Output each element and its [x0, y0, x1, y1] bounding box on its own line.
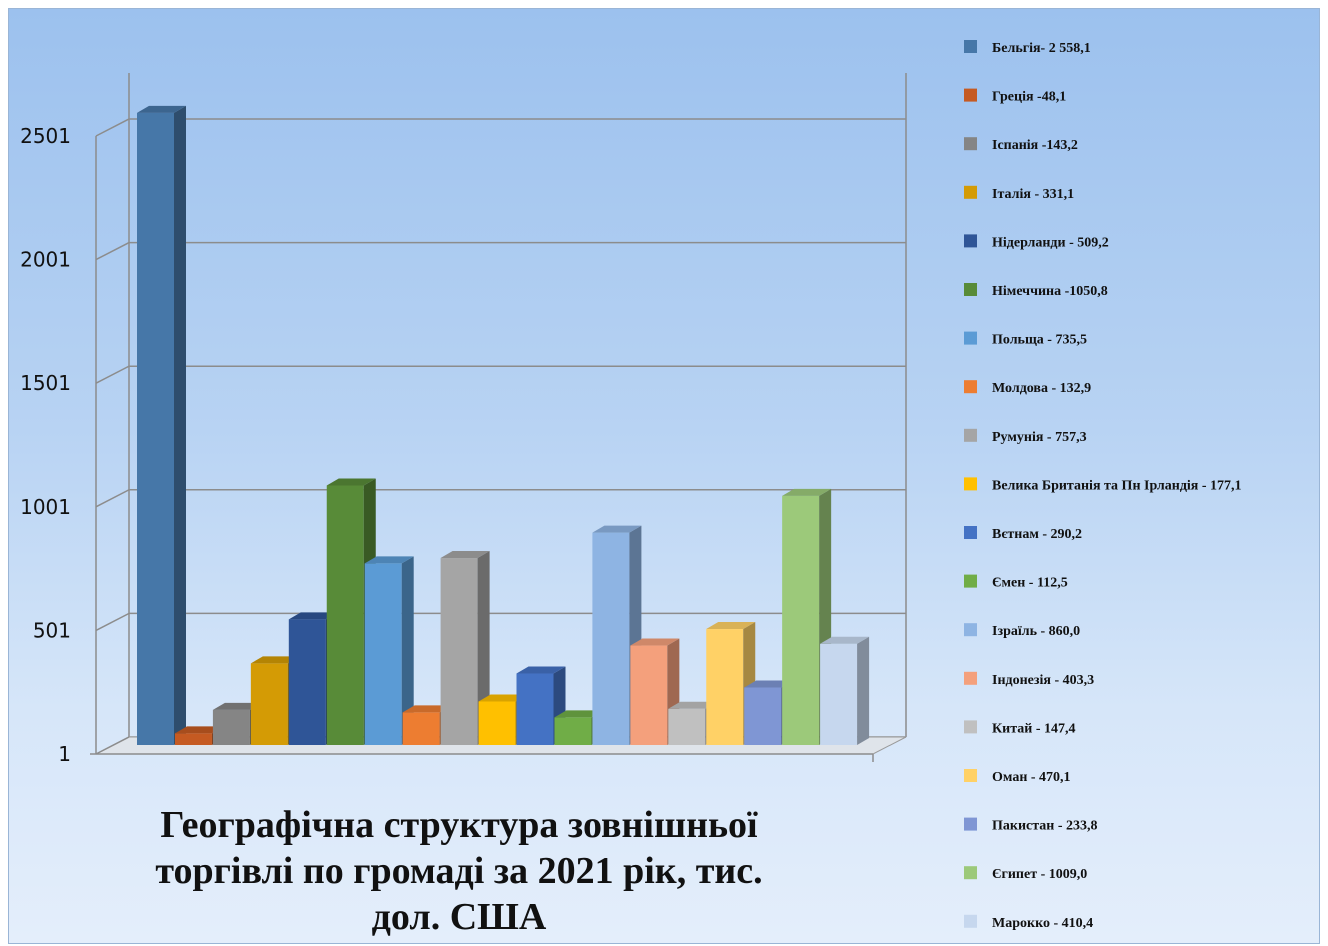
- y-axis-tick: [95, 736, 130, 755]
- legend-swatch: [964, 428, 977, 442]
- legend-label: Пакистан - 233,8: [992, 819, 1098, 834]
- bar: [137, 112, 174, 745]
- legend-label: Німеччина -1050,8: [992, 284, 1108, 299]
- y-tick-label: 1501: [20, 371, 71, 395]
- chart-title: Географічна структура зовнішньої торгівл…: [155, 804, 763, 938]
- bar-side: [477, 551, 490, 745]
- legend-label: Вєтнам - 290,2: [992, 527, 1082, 542]
- y-tick-label: 1001: [20, 495, 71, 519]
- legend-label: Велика Британія та Пн Ірландія - 177,1: [992, 478, 1242, 493]
- bar-side: [174, 105, 186, 745]
- legend-swatch: [964, 137, 977, 151]
- legend-label: Молдова - 132,9: [992, 381, 1091, 396]
- y-axis-tick: [95, 118, 130, 137]
- y-axis-tick: [95, 489, 130, 508]
- legend-label: Бельгія- 2 558,1: [992, 41, 1091, 56]
- bar-top: [364, 556, 414, 564]
- legend-label: Єгипет - 1009,0: [992, 867, 1087, 882]
- y-tick-label: 2001: [20, 248, 71, 272]
- legend-label: Румунія - 757,3: [992, 430, 1087, 445]
- legend-swatch: [964, 234, 977, 248]
- legend-swatch: [964, 866, 977, 880]
- bar-top: [630, 638, 680, 646]
- bar: [516, 673, 554, 745]
- bar: [706, 629, 744, 745]
- bar: [440, 558, 478, 745]
- legend-swatch: [964, 185, 977, 199]
- legend-label: Польща - 735,5: [992, 333, 1087, 348]
- bar: [250, 663, 288, 745]
- bar: [782, 495, 820, 745]
- bar-top: [440, 551, 490, 559]
- y-tick-label: 501: [33, 618, 71, 642]
- legend-label: Італія - 331,1: [992, 187, 1074, 202]
- bar-top: [668, 701, 718, 709]
- legend-swatch: [964, 671, 977, 685]
- bar-top: [820, 636, 870, 644]
- legend-label: Китай - 147,4: [992, 721, 1076, 736]
- legend-label: Індонезія - 403,3: [992, 673, 1094, 688]
- bar-top: [402, 705, 452, 713]
- bar-top: [706, 622, 756, 630]
- legend-swatch: [964, 40, 977, 53]
- bar-top: [782, 488, 832, 496]
- legend-swatch: [964, 574, 977, 588]
- legend-swatch: [964, 914, 977, 928]
- bar: [592, 532, 630, 745]
- bar: [820, 643, 858, 745]
- bar: [630, 645, 668, 745]
- legend-label: Іспанія -143,2: [992, 138, 1078, 153]
- bar-side: [401, 556, 414, 745]
- bar-top: [212, 702, 262, 710]
- legend-label: Греція -48,1: [992, 90, 1066, 105]
- chart-frame: 1 501 1001 1501 2001 2501 Бельгія- 2 558,1 Грец…: [8, 8, 1320, 944]
- y-tick-label: 1: [58, 742, 71, 766]
- legend-label: Оман - 470,1: [992, 770, 1071, 785]
- legend-swatch: [964, 477, 977, 491]
- legend-swatch: [964, 817, 977, 831]
- bar: [554, 717, 592, 745]
- legend-swatch: [964, 769, 977, 782]
- legend-swatch: [964, 88, 977, 102]
- y-tick-label: 2501: [20, 124, 71, 148]
- bar: [174, 733, 212, 745]
- bar-top: [554, 710, 604, 718]
- bar: [212, 709, 250, 745]
- bar: [744, 687, 782, 745]
- bar-top: [250, 656, 300, 664]
- legend-swatch: [964, 380, 977, 394]
- legend-swatch: [964, 283, 977, 296]
- bar-top: [592, 525, 642, 533]
- bar: [402, 712, 440, 745]
- bar-top: [137, 105, 186, 113]
- bar-top: [516, 666, 566, 674]
- bar: [668, 708, 706, 745]
- bar-top: [288, 612, 338, 620]
- y-axis-tick: [95, 612, 130, 632]
- bar-top: [478, 694, 528, 702]
- bar: [478, 701, 516, 745]
- legend-swatch: [964, 331, 977, 345]
- bar-top: [326, 478, 376, 486]
- legend-label: Ємен - 112,5: [992, 576, 1068, 591]
- y-axis-tick: [95, 365, 130, 384]
- bar: [326, 485, 364, 745]
- bar-top: [744, 680, 794, 688]
- legend-label: Ізраїль - 860,0: [992, 624, 1080, 639]
- bar-top: [174, 726, 224, 734]
- legend-label: Нідерланди - 509,2: [992, 235, 1109, 250]
- bar: [364, 563, 402, 745]
- legend-swatch: [964, 526, 977, 539]
- legend-swatch: [964, 720, 977, 734]
- bar: [288, 619, 326, 745]
- legend-swatch: [964, 623, 977, 637]
- y-axis-tick: [95, 241, 130, 261]
- bar-side: [857, 636, 870, 745]
- legend-label: Марокко - 410,4: [992, 916, 1093, 931]
